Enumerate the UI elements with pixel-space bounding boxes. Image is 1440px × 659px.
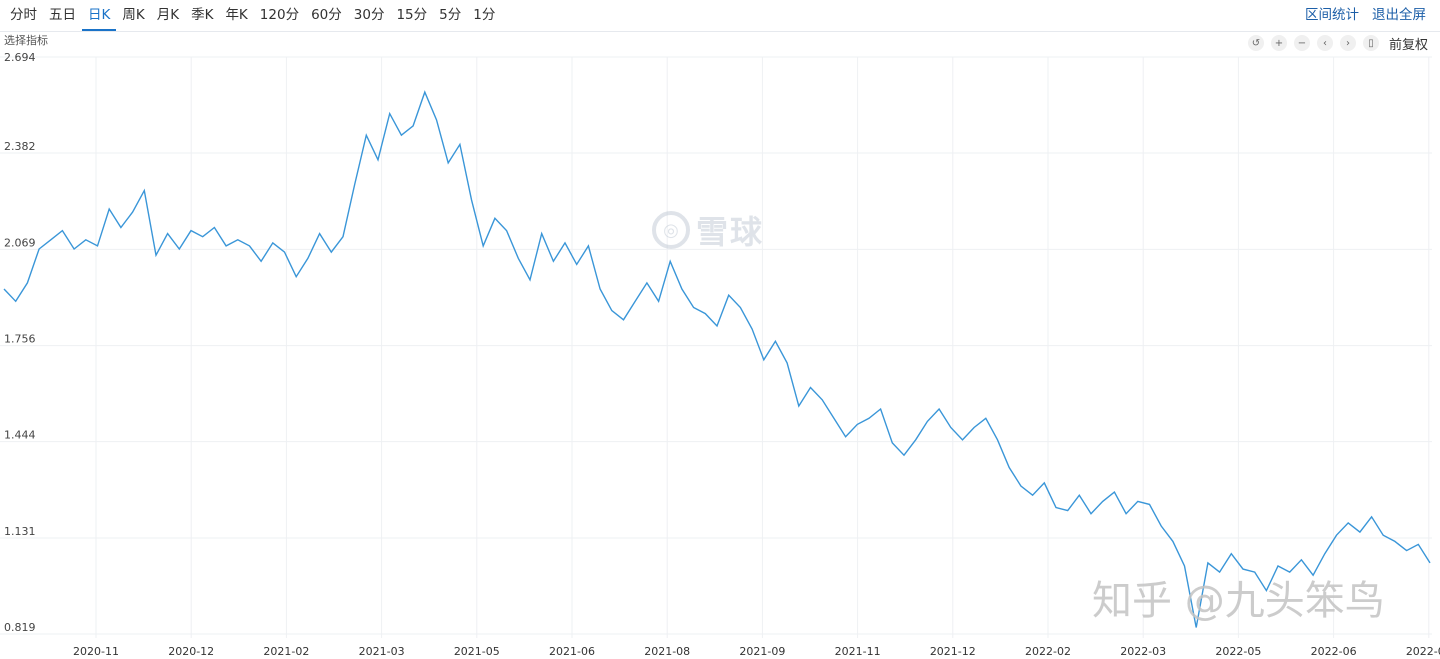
x-tick-label: 2022-03 xyxy=(1120,645,1166,658)
scroll-left-icon[interactable]: ‹ xyxy=(1316,35,1333,51)
series-line xyxy=(3,90,1431,628)
snowball-logo-icon: ◎ xyxy=(652,211,690,249)
x-tick-label: 2022-05 xyxy=(1215,645,1261,658)
period-tab[interactable]: 月K xyxy=(156,7,180,23)
x-tick-label: 2021-11 xyxy=(835,645,881,658)
select-indicator-button[interactable]: 选择指标 xyxy=(4,34,48,47)
period-tab[interactable]: 五日 xyxy=(49,7,76,23)
zoom-out-icon[interactable]: − xyxy=(1293,35,1310,51)
period-tab[interactable]: 季K xyxy=(191,7,214,23)
y-tick-label: 1.131 xyxy=(4,525,36,538)
period-tab[interactable]: 120分 xyxy=(259,7,300,23)
x-tick-label: 2021-08 xyxy=(644,645,690,658)
y-axis-labels: 2.694 2.382 2.069 1.756 1.444 1.131 0.819 xyxy=(4,51,36,634)
period-tab[interactable]: 5分 xyxy=(439,7,462,23)
period-tab[interactable]: 日K xyxy=(82,0,117,31)
period-tab[interactable]: 1分 xyxy=(473,7,496,23)
y-tick-label: 2.069 xyxy=(4,236,36,249)
y-tick-label: 2.382 xyxy=(4,140,36,153)
candle-icon[interactable]: ▯ xyxy=(1362,35,1379,51)
scroll-right-icon[interactable]: › xyxy=(1339,35,1356,51)
y-tick-label: 1.756 xyxy=(4,333,36,346)
chart-controls: ↺ + − ‹ › ▯ 前复权 xyxy=(1247,34,1428,53)
x-tick-label: 2022-06 xyxy=(1311,645,1357,658)
period-tab[interactable]: 分时 xyxy=(10,7,37,23)
x-tick-label: 2021-02 xyxy=(263,645,309,658)
brand-watermark: ◎ 雪球 xyxy=(652,207,764,253)
x-tick-label: 2020-11 xyxy=(73,645,119,658)
period-tab[interactable]: 周K xyxy=(122,7,145,23)
x-tick-label: 2021-12 xyxy=(930,645,976,658)
period-tab[interactable]: 60分 xyxy=(311,7,342,23)
period-tab[interactable]: 15分 xyxy=(396,7,428,23)
undo-icon[interactable]: ↺ xyxy=(1247,35,1264,51)
price-adjust-toggle[interactable]: 前复权 xyxy=(1388,37,1428,53)
x-tick-label: 2021-06 xyxy=(549,645,595,658)
watermark-brand: 雪球 xyxy=(696,213,765,251)
y-tick-label: 2.694 xyxy=(4,51,36,64)
x-tick-label: 2022-02 xyxy=(1025,645,1071,658)
top-actions: 区间统计 退出全屏 xyxy=(1305,0,1426,31)
y-tick-label: 0.819 xyxy=(4,621,36,634)
x-tick-label: 2021-03 xyxy=(359,645,405,658)
x-tick-label: 2021-09 xyxy=(739,645,785,658)
chart-grid xyxy=(0,56,1432,638)
y-tick-label: 1.444 xyxy=(4,429,36,442)
period-tabs: 分时 五日 日K 周K 月K 季K 年K 120分 60分 30分 15分 5分 1分 xyxy=(4,0,501,31)
range-stats-button[interactable]: 区间统计 xyxy=(1305,7,1359,23)
period-tab[interactable]: 30分 xyxy=(353,7,385,23)
x-tick-label: 2020-12 xyxy=(168,645,214,658)
author-credit: 知乎 @九头笨鸟 xyxy=(1092,578,1385,624)
x-tick-label: 2021-05 xyxy=(454,645,500,658)
period-tab-bar: 分时 五日 日K 周K 月K 季K 年K 120分 60分 30分 15分 5分 1分 区间统计 退出全… xyxy=(0,0,1440,32)
period-tab[interactable]: 年K xyxy=(225,7,248,23)
zoom-in-icon[interactable]: + xyxy=(1270,35,1287,51)
exit-fullscreen-button[interactable]: 退出全屏 xyxy=(1372,7,1426,23)
x-axis-labels: 2020-11 2020-12 2021-02 2021-03 2021-05 2021-… xyxy=(73,645,1440,658)
x-tick-label: 2022-08 xyxy=(1406,645,1440,658)
